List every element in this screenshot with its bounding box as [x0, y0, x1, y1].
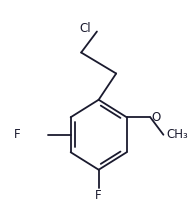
Text: CH₃: CH₃: [166, 128, 188, 141]
Text: F: F: [95, 189, 102, 202]
Text: O: O: [151, 111, 161, 124]
Text: Cl: Cl: [80, 22, 91, 35]
Text: F: F: [14, 128, 21, 141]
